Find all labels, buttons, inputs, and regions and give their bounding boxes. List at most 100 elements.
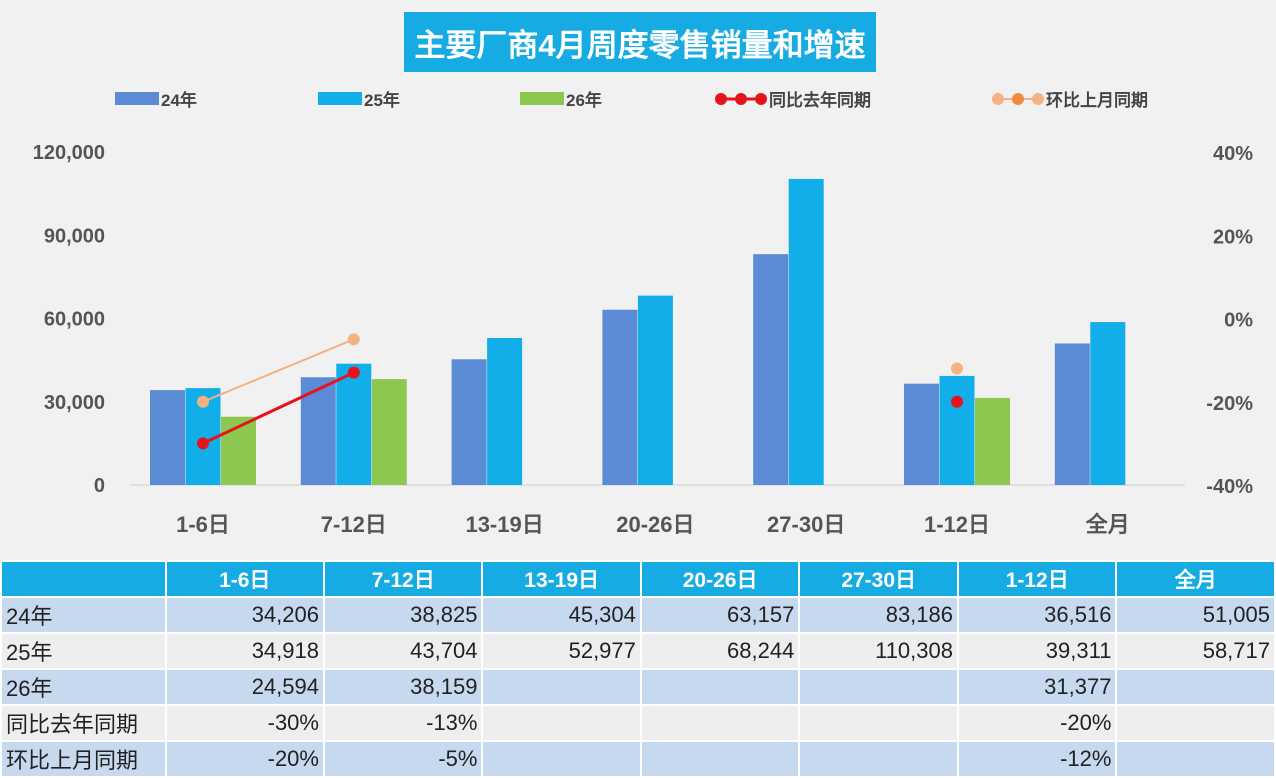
table-cell: -13% [322, 704, 484, 742]
table-row: 同比去年同期 -30% -13% -20% [0, 704, 1276, 742]
legend-swatch [520, 92, 564, 105]
table-cell: 24年 [0, 596, 167, 634]
x-tick-label: 13-19日 [465, 512, 543, 537]
bar-24年 [602, 309, 638, 485]
table-cell: -12% [956, 740, 1118, 778]
table-cell: 1-6日 [164, 560, 325, 598]
table-cell [639, 668, 801, 706]
table-cell [639, 740, 801, 778]
bar-24年 [150, 390, 185, 485]
legend-line-marker [992, 92, 1044, 105]
legend-26: 26年 [520, 86, 602, 111]
legend-yoy: 同比去年同期 [713, 86, 871, 111]
table-cell: 24,594 [164, 668, 325, 706]
table-cell: 39,311 [956, 632, 1118, 670]
bar-25年 [637, 295, 673, 485]
x-tick-label: 7-12日 [321, 512, 387, 537]
table-cell: -30% [164, 704, 325, 742]
bar-25年 [336, 363, 372, 485]
table-cell: 34,206 [164, 596, 325, 634]
y-left-tick: 30,000 [44, 392, 105, 414]
bar-26年 [975, 397, 1010, 485]
table-cell [798, 740, 959, 778]
table-cell: 环比上月同期 [0, 740, 167, 778]
legend-mom: 环比上月同期 [990, 86, 1148, 111]
y-right-tick: -20% [1206, 393, 1253, 415]
y-left-tick: 90,000 [44, 225, 105, 247]
legend-label: 26年 [566, 91, 602, 110]
table-cell: 31,377 [956, 668, 1118, 706]
x-tick-label: 27-30日 [767, 512, 845, 537]
chart-plot: 0 30,000 60,000 90,000 120,000 -40% -20% 0% 20% 4… [33, 142, 1254, 537]
table-cell [1115, 704, 1276, 742]
legend-25: 25年 [318, 86, 400, 111]
table-cell [798, 704, 959, 742]
table-cell: 20-26日 [639, 560, 801, 598]
legend-swatch [115, 92, 159, 105]
point-同比去年同期 [347, 366, 360, 379]
y-right-tick: 20% [1213, 226, 1253, 248]
data-table: 1-6日 7-12日 13-19日 20-26日 27-30日 1-12日 全月 24年 34,… [0, 560, 1276, 778]
bar-25年 [487, 337, 523, 485]
table-cell: 43,704 [322, 632, 484, 670]
table-cell: -20% [164, 740, 325, 778]
legend-label: 24年 [161, 91, 197, 110]
legend-label: 环比上月同期 [1046, 91, 1148, 110]
x-tick-label: 1-6日 [176, 512, 230, 537]
table-cell [481, 740, 642, 778]
legend-swatch [318, 92, 362, 105]
table-row: 24年 34,206 38,825 45,304 63,157 83,186 36,516 5… [0, 596, 1276, 634]
point-同比去年同期 [951, 395, 963, 408]
table-cell: -20% [956, 704, 1118, 742]
point-同比去年同期 [197, 437, 209, 450]
table-row: 25年 34,918 43,704 52,977 68,244 110,308 39,311… [0, 632, 1276, 670]
table-cell: 25年 [0, 632, 167, 670]
table-cell [0, 560, 167, 598]
legend-label: 同比去年同期 [769, 91, 871, 110]
y-left-tick: 0 [94, 475, 105, 497]
table-cell [798, 668, 959, 706]
table-cell: 7-12日 [322, 560, 484, 598]
table-cell: 34,918 [164, 632, 325, 670]
table-cell: 83,186 [798, 596, 959, 634]
y-left-tick: 60,000 [44, 309, 105, 331]
table-cell: 68,244 [639, 632, 801, 670]
legend-label: 25年 [364, 91, 400, 110]
table-cell: 52,977 [481, 632, 642, 670]
line-segment-同比去年同期 [202, 371, 355, 445]
y-right-tick: 0% [1224, 310, 1253, 332]
table-cell: 63,157 [639, 596, 801, 634]
x-tick-label: 全月 [1085, 512, 1130, 537]
table-cell: 51,005 [1115, 596, 1276, 634]
chart-title: 主要厂商4月周度零售销量和增速 [404, 12, 876, 72]
table-cell [1115, 668, 1276, 706]
table-cell: 38,825 [322, 596, 484, 634]
table-cell [481, 668, 642, 706]
x-tick-label: 20-26日 [616, 512, 694, 537]
bar-24年 [904, 383, 939, 485]
y-right-tick: 40% [1213, 143, 1253, 165]
bar-24年 [753, 254, 789, 485]
legend-24: 24年 [115, 86, 197, 111]
legend-line-marker [715, 92, 767, 105]
table-cell: 45,304 [481, 596, 642, 634]
table-cell [481, 704, 642, 742]
table-cell: 1-12日 [956, 560, 1118, 598]
table-cell [1115, 740, 1276, 778]
point-环比上月同期 [951, 362, 963, 375]
bar-25年 [788, 178, 824, 485]
table-cell: 110,308 [798, 632, 959, 670]
table-cell: 38,159 [322, 668, 484, 706]
table-cell: 27-30日 [798, 560, 959, 598]
line-segment-环比上月同期 [202, 338, 355, 403]
table-cell: -5% [322, 740, 484, 778]
table-cell: 同比去年同期 [0, 704, 167, 742]
table-cell: 全月 [1115, 560, 1276, 598]
table-row: 1-6日 7-12日 13-19日 20-26日 27-30日 1-12日 全月 [0, 560, 1276, 598]
table-cell [639, 704, 801, 742]
bar-25年 [1090, 322, 1126, 485]
table-row: 环比上月同期 -20% -5% -12% [0, 740, 1276, 778]
x-tick-label: 1-12日 [924, 512, 990, 537]
table-cell: 58,717 [1115, 632, 1276, 670]
point-环比上月同期 [197, 395, 209, 408]
